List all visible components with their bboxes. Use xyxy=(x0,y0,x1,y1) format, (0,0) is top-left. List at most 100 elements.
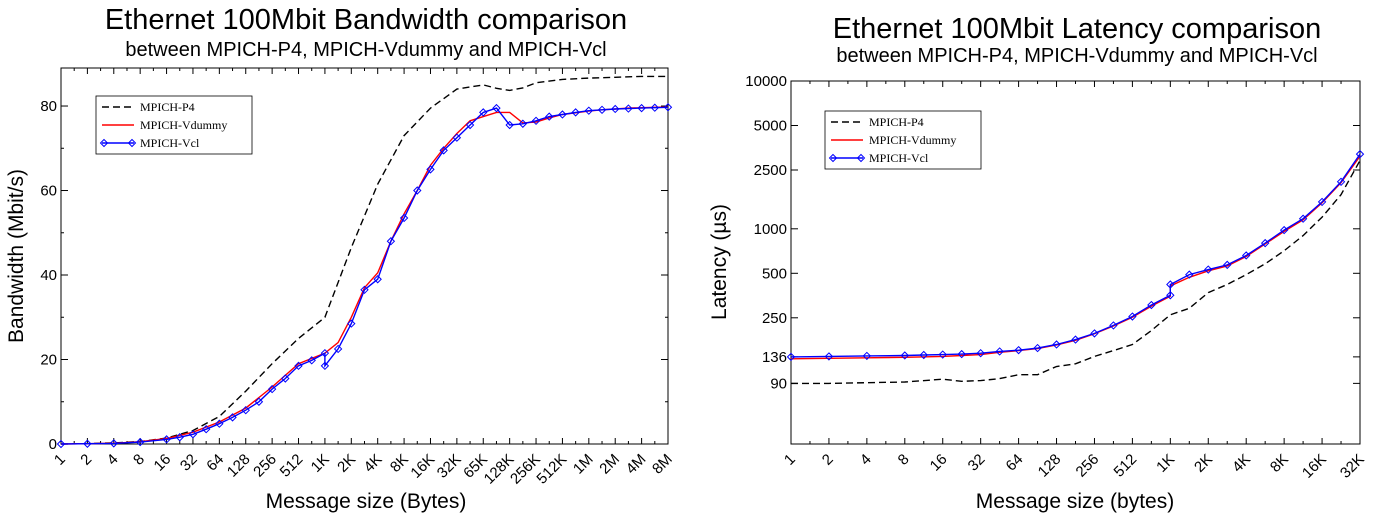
legend-marker xyxy=(127,138,137,148)
data-point-marker xyxy=(492,103,501,113)
x-tick-label: 32 xyxy=(965,451,989,475)
bandwidth-chart: Ethernet 100Mbit Bandwidth comparison be… xyxy=(5,4,676,513)
data-point-marker xyxy=(900,351,910,360)
x-tick-label: 4 xyxy=(857,451,875,469)
x-tick-label: 512 xyxy=(1111,451,1141,481)
data-point-marker xyxy=(663,103,673,112)
data-point-marker xyxy=(56,439,66,449)
data-point-marker xyxy=(862,351,872,361)
legend-marker xyxy=(856,153,866,163)
data-point-marker xyxy=(505,120,514,130)
data-point-marker xyxy=(465,120,475,130)
x-tick-label: 128 xyxy=(1035,451,1065,481)
data-point-marker xyxy=(545,112,554,121)
x-tick-label: 32K xyxy=(1337,451,1368,482)
x-tick-label: 8 xyxy=(130,451,148,469)
data-point-marker xyxy=(413,186,422,195)
data-point-marker xyxy=(976,348,985,358)
x-tick-label: 64 xyxy=(203,451,227,475)
legend-label: MPICH-Vdummy xyxy=(869,133,956,147)
data-point-marker xyxy=(439,146,448,155)
legend-label: MPICH-P4 xyxy=(869,115,924,129)
chart-title: Ethernet 100Mbit Latency comparison xyxy=(833,13,1321,45)
data-point-marker xyxy=(175,433,184,442)
x-tick-label: 1K xyxy=(308,451,333,476)
legend: MPICH-P4 MPICH-Vdummy MPICH-Vcl xyxy=(824,110,982,170)
data-point-marker xyxy=(1014,345,1023,355)
data-point-marker xyxy=(1241,251,1251,260)
x-tick-label: 4 xyxy=(104,451,122,469)
y-tick-label: 90 xyxy=(770,375,787,392)
x-tick-label: 8K xyxy=(1267,451,1292,476)
data-point-marker xyxy=(1128,312,1137,321)
x-tick-label: 256 xyxy=(250,451,280,481)
data-point-marker xyxy=(1147,300,1156,310)
x-tick-label: 1M xyxy=(570,451,597,478)
data-point-marker xyxy=(373,275,382,284)
data-point-marker xyxy=(1336,177,1346,187)
data-point-marker xyxy=(1090,329,1099,338)
x-tick-label: 2K xyxy=(334,451,359,476)
data-point-marker xyxy=(347,319,356,328)
data-point-marker xyxy=(281,374,290,383)
data-point-marker xyxy=(333,344,343,354)
x-tick-label: 8K xyxy=(387,451,412,476)
legend: MPICH-P4 MPICH-Vdummy MPICH-Vcl xyxy=(95,95,253,155)
y-tick-label: 136 xyxy=(762,349,787,366)
y-tick-label: 10000 xyxy=(745,73,787,90)
data-point-marker xyxy=(938,350,947,359)
x-tick-label: 2 xyxy=(77,451,95,469)
y-axis-label: Bandwidth (Mbit/s) xyxy=(5,169,28,343)
chart-subtitle: between MPICH-P4, MPICH-Vdummy and MPICH… xyxy=(125,39,606,61)
data-point-marker xyxy=(650,103,660,112)
data-point-marker xyxy=(1298,214,1308,223)
data-point-marker xyxy=(241,405,250,415)
data-point-marker xyxy=(109,439,118,448)
x-tick-label: 16K xyxy=(407,451,438,482)
data-point-marker xyxy=(1071,335,1080,344)
x-tick-label: 128 xyxy=(224,451,254,481)
data-point-marker xyxy=(162,435,171,444)
series-line-mpich-vcl xyxy=(790,153,1361,358)
data-point-marker xyxy=(1260,238,1270,248)
data-point-marker xyxy=(215,419,224,428)
data-point-marker xyxy=(479,108,488,117)
y-tick-label: 40 xyxy=(40,267,57,284)
data-point-marker xyxy=(1355,149,1365,159)
x-tick-label: 512 xyxy=(277,451,307,481)
legend-label: MPICH-Vcl xyxy=(869,151,929,165)
series-line-mpich-vdummy xyxy=(60,106,669,445)
data-point-marker xyxy=(1166,291,1175,300)
y-tick-label: 80 xyxy=(40,98,57,115)
data-point-marker xyxy=(135,437,145,447)
data-point-marker xyxy=(307,356,316,365)
x-tick-label: 1 xyxy=(51,451,69,469)
data-point-marker xyxy=(1109,321,1118,330)
x-tick-label: 2 xyxy=(819,451,837,469)
x-tick-label: 1K xyxy=(1153,451,1178,476)
data-point-marker xyxy=(254,397,264,406)
data-point-marker xyxy=(637,103,646,113)
x-tick-label: 16K xyxy=(1299,451,1330,482)
data-point-marker xyxy=(267,384,277,394)
data-point-marker xyxy=(1033,343,1042,353)
legend-marker xyxy=(828,153,838,163)
legend-marker xyxy=(99,138,109,148)
data-point-marker xyxy=(786,352,796,362)
data-point-marker xyxy=(320,348,330,358)
latency-chart: Ethernet 100Mbit Latency comparison betw… xyxy=(708,13,1368,513)
x-tick-label: 32K xyxy=(434,451,465,482)
data-point-marker xyxy=(957,349,966,359)
y-axis-label: Latency (µs) xyxy=(708,204,731,320)
series-line-mpich-vcl xyxy=(60,106,669,445)
y-tick-label: 60 xyxy=(40,183,57,200)
data-point-marker xyxy=(426,165,435,174)
x-tick-label: 128K xyxy=(481,451,518,488)
x-tick-label: 256K xyxy=(507,451,544,488)
data-point-marker xyxy=(1223,260,1232,270)
series-line-mpich-p4 xyxy=(791,160,1361,385)
data-point-marker xyxy=(824,352,834,361)
data-point-marker xyxy=(558,110,567,119)
data-point-marker xyxy=(624,104,633,113)
